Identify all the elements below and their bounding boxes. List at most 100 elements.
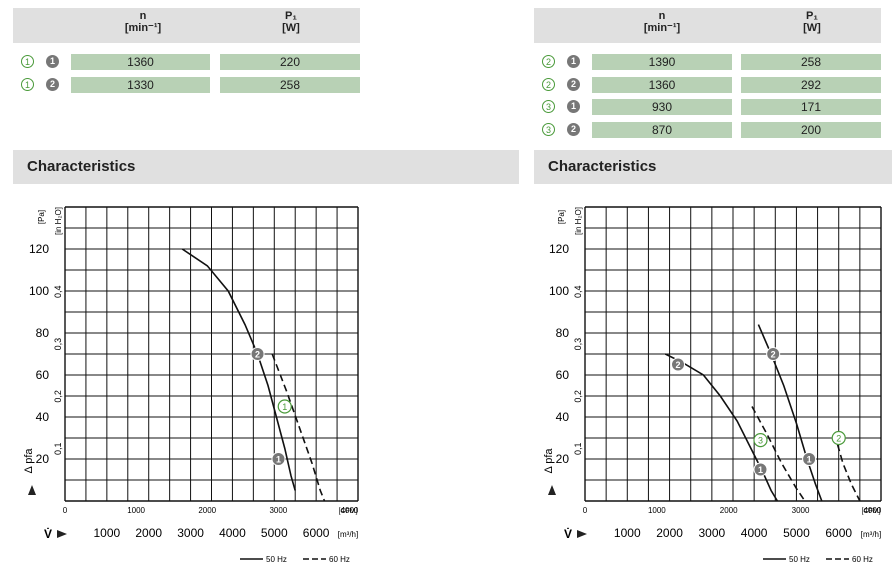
x-tick-label: 2000 [135,526,162,540]
y-tick-label: 120 [549,242,569,256]
speed-cell: 1360 [592,77,732,93]
y-tick-label: 20 [556,452,570,466]
series-line [181,248,296,491]
x-tick-label: 6000 [825,526,852,540]
left-header-n-label: n [139,10,147,22]
curve-marker-label: 1 [276,455,281,465]
x-tick-label: 2000 [656,526,683,540]
table-row: 3 2 870 200 [534,122,881,138]
right-table-header: n [min⁻¹] P₁ [W] [534,8,881,43]
y-tick-label: 60 [556,368,570,382]
x-tick-label: 3000 [699,526,726,540]
inh2o-tick-label: 0,1 [573,442,583,455]
inh2o-tick-label: 0,4 [573,286,583,299]
y-unit-label: [Pa] [37,210,46,224]
series-line [664,353,779,502]
y-axis-arrow [28,485,36,495]
speed-cell: 1360 [71,54,210,70]
series-line [751,406,806,502]
curve-marker-label: 2 [836,434,841,444]
curve-marker-filled [250,347,265,361]
cfm-tick-label: 1000 [127,506,145,515]
curve-marker-label: 2 [771,350,776,360]
left-section-title: Characteristics [13,150,519,184]
freq-marker: 2 [567,123,580,136]
left-header-p-unit: [W] [282,22,300,34]
speed-cell: 870 [592,122,732,138]
freq-marker: 2 [567,78,580,91]
cfm-tick-label: 3000 [792,506,810,515]
inh2o-tick-label: 0,1 [53,442,63,455]
series-line [271,353,326,502]
cfm-tick-label: 4000 [863,506,881,515]
curve-marker: 2 [542,55,555,68]
cfm-unit-label: [CFM] [338,508,357,515]
left-header-n: n [min⁻¹] [73,8,213,34]
speed-cell: 930 [592,99,732,115]
y-axis-arrow [548,485,556,495]
right-section-title: Characteristics [534,150,892,184]
y-tick-label: 20 [36,452,50,466]
inh2o-tick-label: 0,2 [573,390,583,403]
power-cell: 200 [741,122,881,138]
x-tick-label: 1000 [94,526,121,540]
curve-marker-outline [277,399,292,414]
cfm-tick-label: 0 [583,506,588,515]
y-tick-label: 80 [36,326,50,340]
table-row: 2 1 1390 258 [534,54,881,70]
legend-solid-label: 50 Hz [266,555,287,564]
power-cell: 258 [220,77,360,93]
x-tick-label: 1000 [614,526,641,540]
curve-marker-outline [753,433,768,448]
x-axis-arrow [57,530,67,538]
right-header-n-label: n [658,10,666,22]
right-header-n: n [min⁻¹] [592,8,732,34]
y-axis-title: Δ pfa [543,448,555,474]
inh2o-unit-label: [in H₂O] [54,207,63,235]
series-line [833,433,861,502]
cfm-tick-label: 1000 [648,506,666,515]
curve-marker-filled [766,347,781,361]
left-header-p: P₁ [W] [221,8,361,34]
power-cell: 171 [741,99,881,115]
y-tick-label: 120 [29,242,49,256]
x-unit-label: [m³/h] [338,530,358,539]
freq-marker: 1 [567,100,580,113]
freq-marker: 2 [46,78,59,91]
x-axis-title: V̇ [44,526,52,541]
power-cell: 220 [220,54,360,70]
inh2o-tick-label: 0,3 [53,338,63,351]
curve-marker-filled [271,452,286,466]
curve-marker-label: 2 [676,360,681,370]
x-axis-arrow [577,530,587,538]
inh2o-tick-label: 0,3 [573,338,583,351]
table-row: 3 1 930 171 [534,99,881,115]
inh2o-unit-label: [in H₂O] [574,207,583,235]
legend-dashed-label: 60 Hz [329,555,350,564]
curve-marker-label: 1 [282,402,287,412]
right-header-n-unit: [min⁻¹] [643,22,681,34]
legend-solid-label: 50 Hz [789,555,810,564]
speed-cell: 1390 [592,54,732,70]
curve-marker: 2 [542,78,555,91]
x-tick-label: 3000 [177,526,204,540]
y-tick-label: 40 [36,410,50,424]
table-row: 1 1 1360 220 [13,54,360,70]
cfm-tick-label: 3000 [269,506,287,515]
cfm-tick-label: 0 [63,506,68,515]
inh2o-tick-label: 0,2 [53,390,63,403]
cfm-tick-label: 2000 [198,506,216,515]
curve-marker-label: 3 [758,436,763,446]
curve-marker: 3 [542,123,555,136]
power-cell: 258 [741,54,881,70]
curve-marker-filled [753,462,768,477]
curve-marker: 1 [21,55,34,68]
y-tick-label: 80 [556,326,570,340]
right-header-p: P₁ [W] [742,8,882,34]
y-tick-label: 40 [556,410,570,424]
table-row: 2 2 1360 292 [534,77,881,93]
x-tick-label: 4000 [219,526,246,540]
